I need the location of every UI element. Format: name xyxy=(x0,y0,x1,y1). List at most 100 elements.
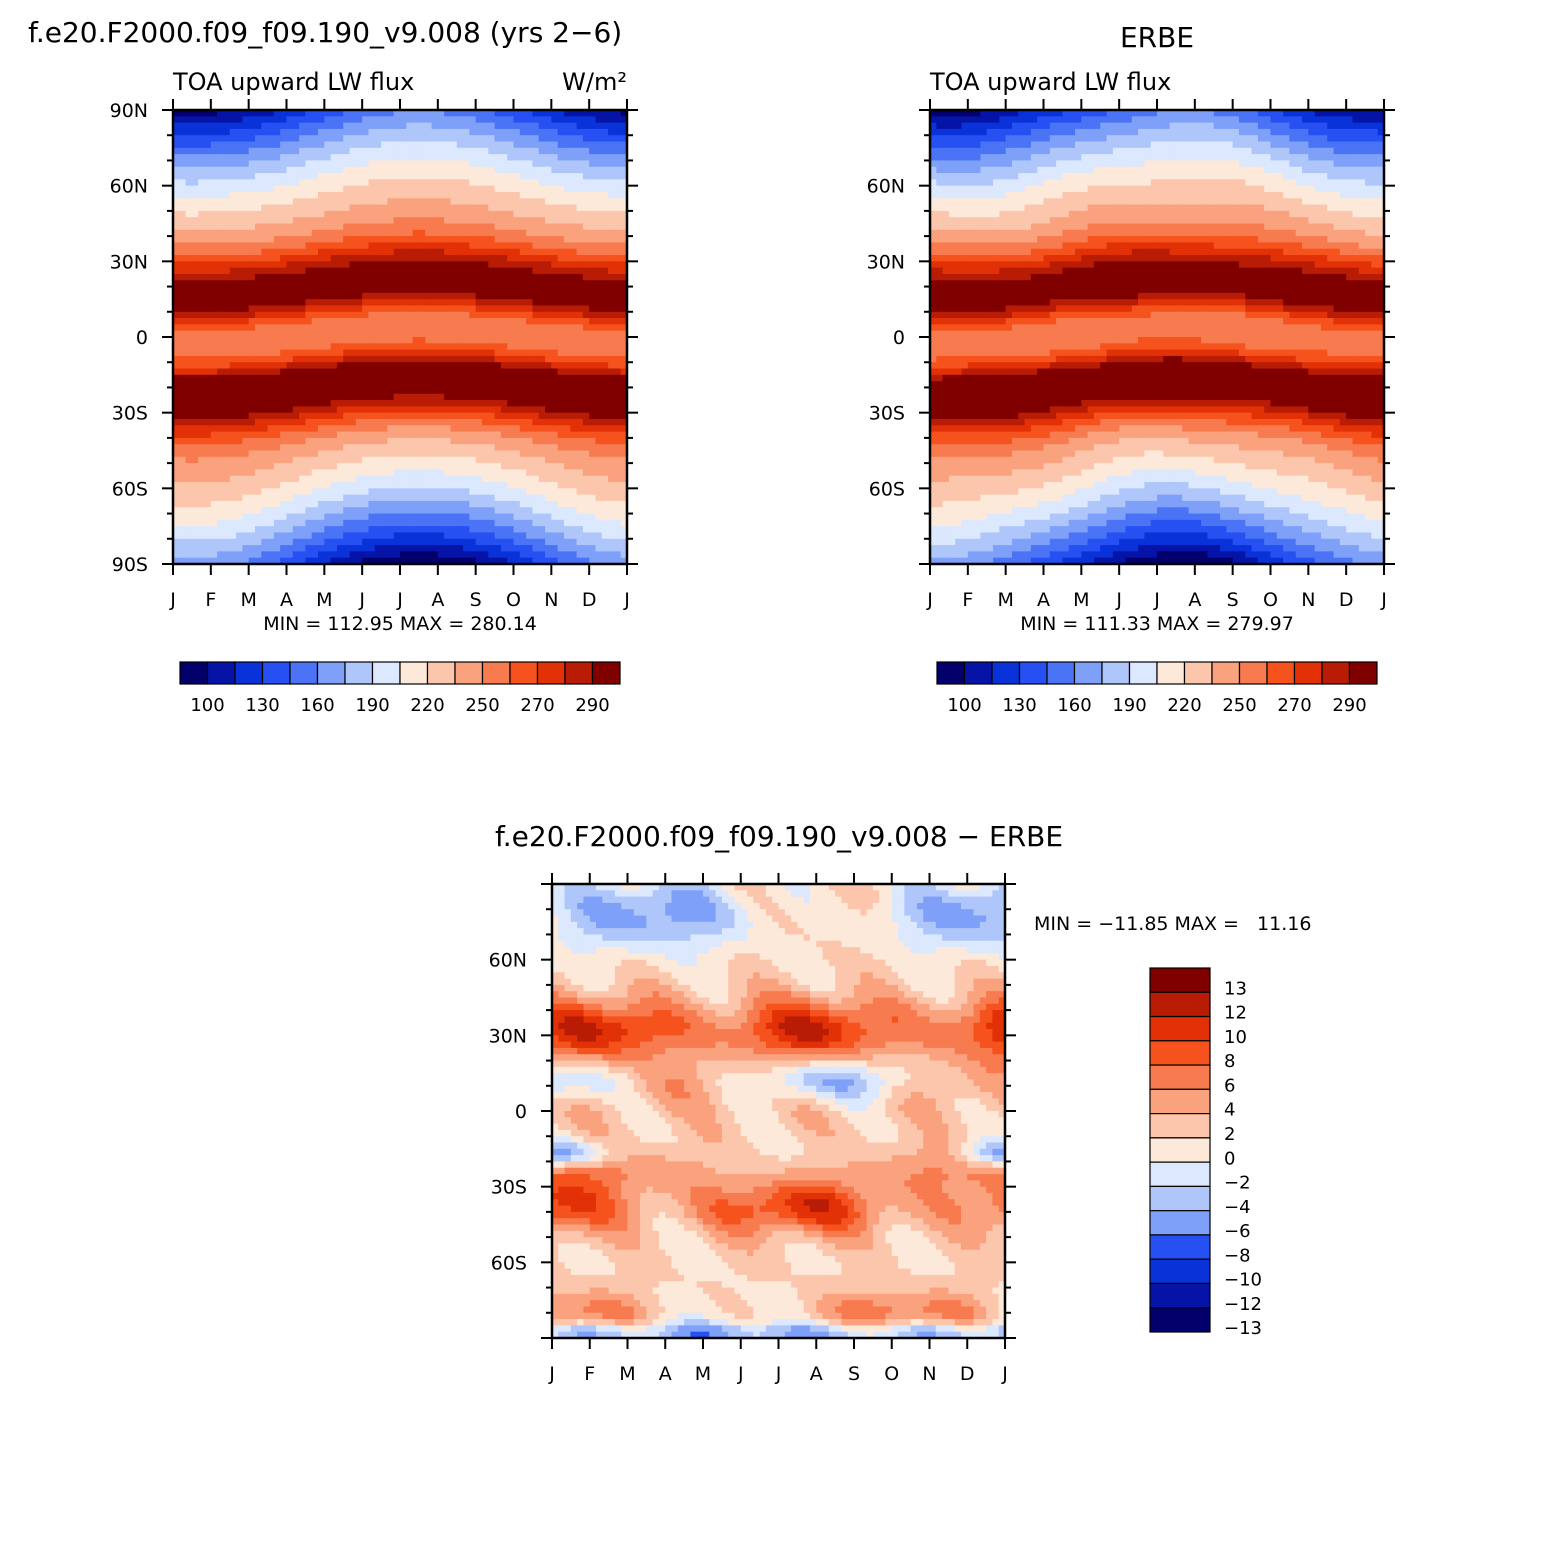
field-cell xyxy=(217,482,225,489)
field-cell xyxy=(286,431,294,439)
field-cell xyxy=(368,305,376,313)
field-cell xyxy=(608,122,615,130)
field-cell xyxy=(349,343,357,351)
field-cell xyxy=(217,437,225,445)
field-cell xyxy=(267,255,275,262)
field-cell xyxy=(336,425,344,433)
field-cell xyxy=(217,318,225,325)
field-cell xyxy=(198,286,206,294)
field-cell xyxy=(280,261,288,269)
field-cell xyxy=(412,299,420,307)
field-cell xyxy=(532,412,540,420)
field-cell xyxy=(425,255,433,262)
field-cell xyxy=(570,507,578,515)
field-cell xyxy=(431,210,439,218)
field-cell xyxy=(286,236,294,244)
field-cell xyxy=(418,210,426,218)
field-cell xyxy=(223,292,231,300)
field-cell xyxy=(330,513,338,521)
field-cell xyxy=(210,273,218,281)
field-cell xyxy=(236,273,243,281)
field-cell xyxy=(456,223,464,231)
field-cell xyxy=(406,248,414,256)
field-cell xyxy=(280,217,288,225)
field-cell xyxy=(519,273,527,281)
field-cell xyxy=(305,255,313,262)
field-cell xyxy=(185,513,193,521)
field-cell xyxy=(311,444,319,452)
field-cell xyxy=(242,242,250,250)
field-cell xyxy=(545,116,552,124)
field-cell xyxy=(387,299,395,307)
field-cell xyxy=(526,507,534,515)
field-cell xyxy=(437,526,445,534)
field-cell xyxy=(513,431,521,439)
field-cell xyxy=(412,393,420,401)
field-cell xyxy=(387,431,395,439)
field-cell xyxy=(425,236,433,244)
field-cell xyxy=(223,204,231,212)
field-cell xyxy=(563,368,571,376)
field-cell xyxy=(463,494,470,502)
field-cell xyxy=(608,450,615,458)
field-cell xyxy=(173,324,180,332)
field-cell xyxy=(393,343,401,351)
field-cell xyxy=(608,343,615,351)
field-cell xyxy=(475,387,483,395)
field-cell xyxy=(481,110,489,117)
field-cell xyxy=(368,273,376,281)
field-cell xyxy=(437,311,445,319)
field-cell xyxy=(286,532,294,540)
field-cell xyxy=(406,236,414,244)
field-cell xyxy=(393,400,401,407)
field-cell xyxy=(481,406,489,414)
field-cell xyxy=(551,450,559,458)
field-cell xyxy=(210,437,218,445)
field-cell xyxy=(198,507,206,515)
field-cell xyxy=(242,456,250,464)
field-cell xyxy=(179,355,187,363)
field-cell xyxy=(273,381,281,389)
field-cell xyxy=(456,494,464,502)
field-cell xyxy=(368,116,376,124)
field-cell xyxy=(431,437,439,445)
field-cell xyxy=(412,154,420,162)
field-cell xyxy=(210,330,218,338)
field-cell xyxy=(481,191,489,199)
field-cell xyxy=(223,349,231,357)
field-cell xyxy=(229,538,237,546)
field-cell xyxy=(280,368,288,376)
field-cell xyxy=(217,463,225,471)
field-cell xyxy=(299,437,307,445)
field-cell xyxy=(362,286,370,294)
field-cell xyxy=(545,128,552,136)
field-cell xyxy=(463,488,470,496)
field-cell xyxy=(343,236,351,244)
field-cell xyxy=(368,412,376,420)
field-cell xyxy=(299,494,307,502)
field-cell xyxy=(242,387,250,395)
field-cell xyxy=(431,286,439,294)
field-cell xyxy=(608,198,615,206)
field-cell xyxy=(412,456,420,464)
field-cell xyxy=(273,400,281,407)
field-cell xyxy=(223,406,231,414)
field-cell xyxy=(519,519,527,527)
field-cell xyxy=(393,507,401,515)
field-cell xyxy=(582,513,590,521)
field-cell xyxy=(519,110,527,117)
field-cell xyxy=(223,337,231,344)
field-cell xyxy=(437,160,445,168)
field-cell xyxy=(267,248,275,256)
field-cell xyxy=(267,236,275,244)
field-cell xyxy=(400,160,407,168)
field-cell xyxy=(273,482,281,489)
field-cell xyxy=(318,173,325,180)
field-cell xyxy=(507,286,515,294)
field-cell xyxy=(280,248,288,256)
field-cell xyxy=(437,261,445,269)
field-cell xyxy=(570,406,578,414)
field-cell xyxy=(191,412,199,420)
field-cell xyxy=(570,292,578,300)
field-cell xyxy=(362,261,370,269)
